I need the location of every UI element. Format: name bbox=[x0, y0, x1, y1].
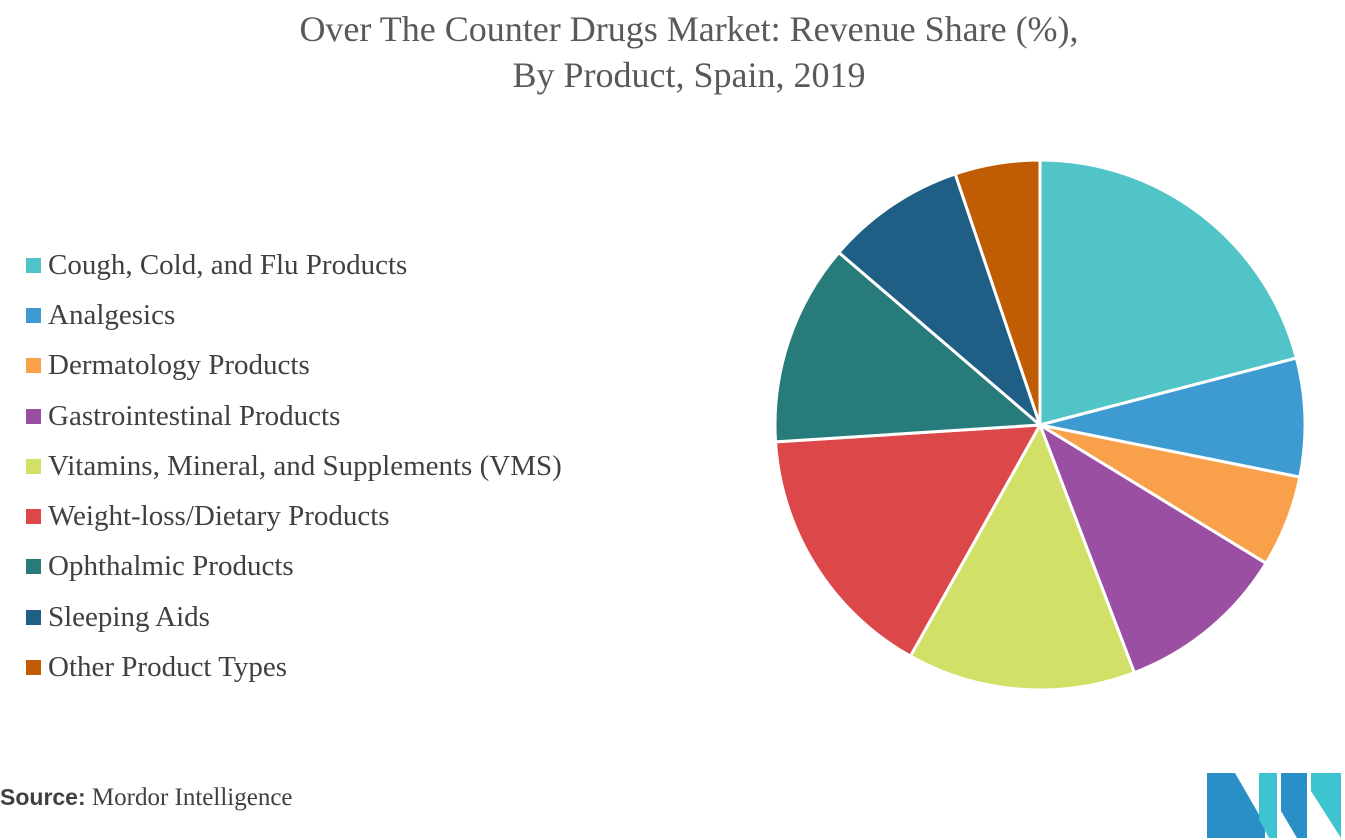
legend-swatch bbox=[26, 458, 41, 474]
pie-slice-other-product-types bbox=[953, 158, 1042, 427]
legend-item-ophthalmic-products: Ophthalmic Products bbox=[26, 542, 562, 592]
mordor-intelligence-logo bbox=[1207, 773, 1341, 838]
legend-swatch bbox=[26, 509, 41, 525]
source-text: Mordor Intelligence bbox=[91, 784, 293, 811]
chart-legend: Cough, Cold, and Flu Products Analgesics D… bbox=[26, 240, 562, 693]
legend-item-vitamins-mineral-and-supplements-vms: Vitamins, Mineral, and Supplements (VMS) bbox=[26, 441, 562, 491]
pie-slice-cough-cold-and-flu-products bbox=[1038, 158, 1298, 427]
chart-title-line1: Over The Counter Drugs Market: Revenue S… bbox=[299, 9, 1079, 49]
pie-slice-weight-loss-dietary-products bbox=[774, 423, 1042, 658]
legend-item-dermatology-products: Dermatology Products bbox=[26, 341, 562, 391]
legend-item-other-product-types: Other Product Types bbox=[26, 642, 562, 692]
source-label: Source: bbox=[0, 784, 86, 810]
legend-item-sleeping-aids: Sleeping Aids bbox=[26, 592, 562, 642]
legend-label: Gastrointestinal Products bbox=[48, 399, 341, 432]
pie-slice-analgesics bbox=[1038, 356, 1307, 479]
legend-swatch bbox=[26, 609, 41, 625]
legend-label: Sleeping Aids bbox=[48, 600, 210, 633]
legend-item-gastrointestinal-products: Gastrointestinal Products bbox=[26, 391, 562, 441]
legend-swatch bbox=[26, 307, 41, 323]
legend-swatch bbox=[26, 559, 41, 575]
legend-swatch bbox=[26, 660, 41, 676]
legend-item-analgesics: Analgesics bbox=[26, 290, 562, 340]
pie-slice-sleeping-aids bbox=[837, 172, 1042, 427]
legend-item-cough-cold-and-flu-products: Cough, Cold, and Flu Products bbox=[26, 240, 562, 290]
legend-label: Cough, Cold, and Flu Products bbox=[48, 248, 408, 281]
pie-slice-vitamins-mineral-and-supplements-vms bbox=[908, 423, 1136, 692]
pie-slice-ophthalmic-products bbox=[773, 251, 1042, 444]
legend-swatch bbox=[26, 358, 41, 374]
legend-label: Dermatology Products bbox=[48, 349, 310, 382]
chart-title-line2: By Product, Spain, 2019 bbox=[512, 55, 866, 95]
source-note: Source: Mordor Intelligence bbox=[0, 784, 293, 812]
chart-title: Over The Counter Drugs Market: Revenue S… bbox=[0, 6, 1345, 98]
legend-item-weight-loss-dietary-products: Weight-loss/Dietary Products bbox=[26, 491, 562, 541]
legend-label: Weight-loss/Dietary Products bbox=[48, 500, 390, 533]
legend-label: Other Product Types bbox=[48, 651, 288, 684]
pie-slice-gastrointestinal-products bbox=[1038, 423, 1268, 675]
legend-label: Vitamins, Mineral, and Supplements (VMS) bbox=[48, 449, 562, 482]
legend-swatch bbox=[26, 257, 41, 273]
legend-label: Ophthalmic Products bbox=[48, 550, 294, 583]
legend-swatch bbox=[26, 408, 41, 424]
legend-label: Analgesics bbox=[48, 298, 176, 331]
